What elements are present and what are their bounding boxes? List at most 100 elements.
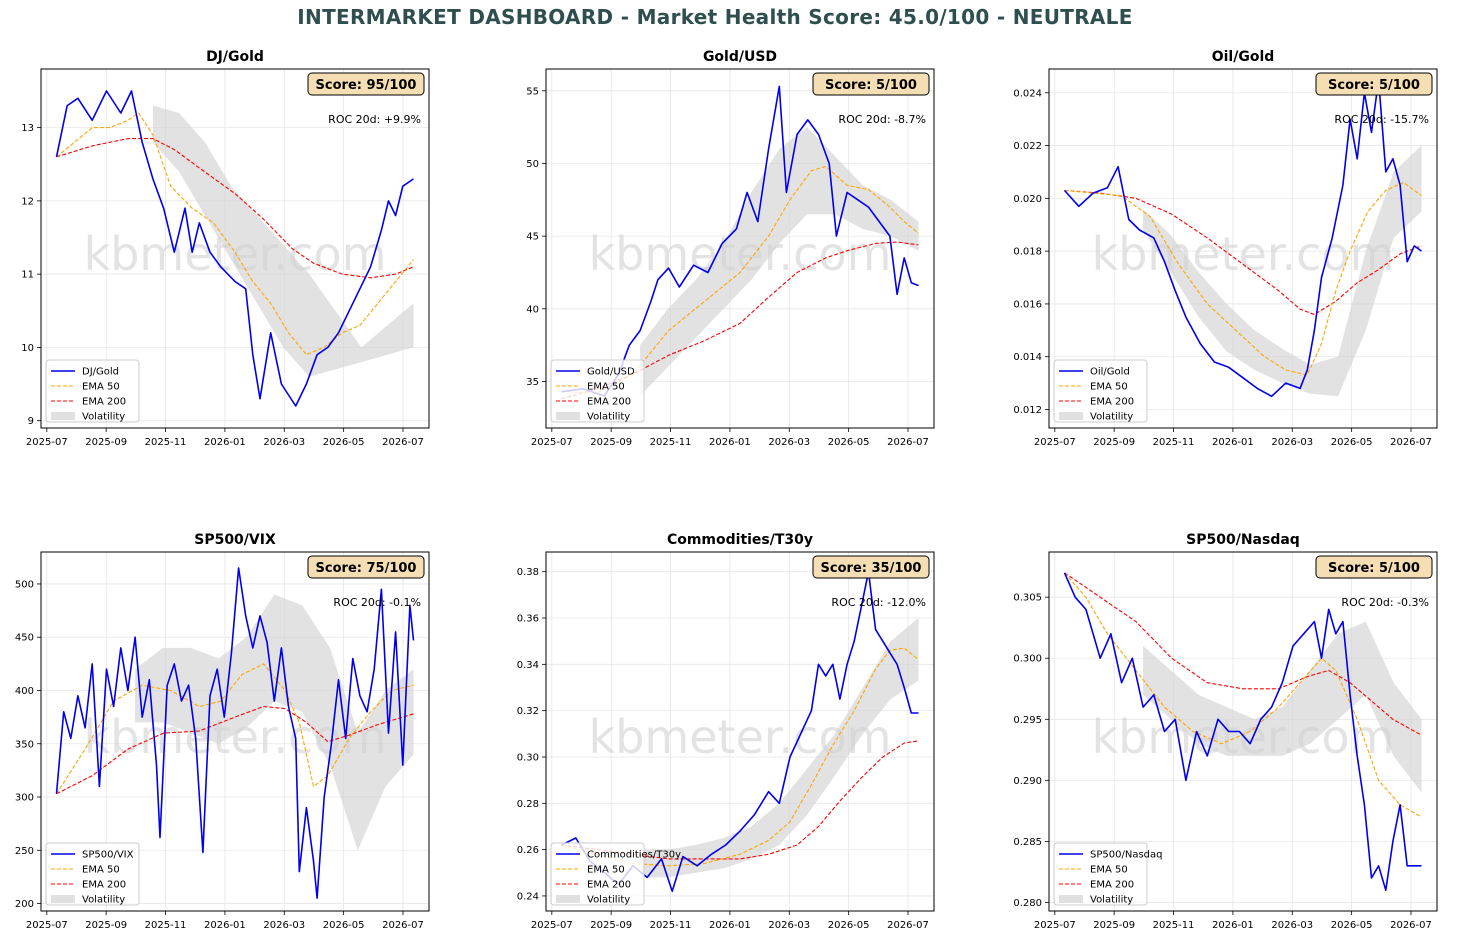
legend-label: Oil/Gold — [1090, 367, 1130, 378]
y-tick-label: 400 — [15, 686, 34, 697]
x-tick-label: 2026-05 — [323, 437, 365, 448]
x-tick-label: 2026-07 — [382, 920, 424, 931]
x-tick-label: 2026-03 — [1271, 437, 1313, 448]
y-tick-label: 0.28 — [517, 799, 539, 810]
chart-title: Gold/USD — [703, 49, 777, 65]
legend-label: EMA 200 — [587, 397, 631, 408]
legend-label: EMA 50 — [82, 865, 120, 876]
x-tick-label: 2026-03 — [263, 437, 305, 448]
y-tick-label: 0.020 — [1013, 194, 1042, 205]
y-tick-label: 200 — [15, 899, 34, 910]
chart-panel: SP500/VIX 200 250 300 350 400 450 500 2025-07 202… — [15, 532, 430, 931]
score-box — [1315, 72, 1433, 96]
y-tick-label: 45 — [526, 232, 539, 243]
series-line — [1063, 78, 1422, 398]
y-tick-label: 40 — [526, 304, 539, 315]
y-tick-label: 250 — [15, 846, 34, 857]
y-tick-label: 11 — [21, 270, 34, 281]
legend-label: EMA 200 — [82, 880, 126, 891]
x-tick-label: 2025-09 — [590, 437, 632, 448]
y-tick-label: 0.24 — [517, 891, 539, 902]
score-text: Score: 95/100 — [316, 78, 417, 93]
legend-swatch — [1059, 412, 1083, 420]
y-tick-label: 0.38 — [517, 567, 539, 578]
legend-label: EMA 50 — [587, 865, 625, 876]
x-tick-label: 2025-07 — [1034, 920, 1076, 931]
legend-label: DJ/Gold — [82, 367, 119, 378]
watermark-text: kbmeter.com — [1092, 227, 1395, 281]
legend-label: Gold/USD — [587, 367, 635, 378]
x-tick-label: 2026-07 — [887, 920, 929, 931]
y-tick-label: 0.014 — [1013, 352, 1042, 363]
x-tick-label: 2025-11 — [145, 920, 187, 931]
score-box — [812, 555, 930, 579]
y-tick-label: 0.295 — [1013, 715, 1042, 726]
legend-label: EMA 50 — [587, 382, 625, 393]
roc-text: ROC 20d: -0.3% — [1341, 596, 1429, 609]
legend-label: SP500/VIX — [82, 850, 134, 861]
x-tick-label: 2025-07 — [531, 437, 573, 448]
y-tick-label: 35 — [526, 377, 539, 388]
x-tick-label: 2026-03 — [263, 920, 305, 931]
y-tick-label: 0.32 — [517, 706, 539, 717]
x-tick-label: 2025-09 — [85, 437, 127, 448]
y-tick-label: 0.30 — [517, 752, 539, 763]
y-tick-label: 9 — [28, 416, 34, 427]
y-tick-label: 12 — [21, 196, 34, 207]
x-tick-label: 2026-01 — [709, 437, 751, 448]
plot-frame — [1048, 551, 1438, 912]
legend-swatch — [556, 895, 580, 903]
plot-frame — [40, 68, 430, 429]
legend-label: EMA 50 — [82, 382, 120, 393]
y-tick-label: 0.280 — [1013, 898, 1042, 909]
series-line — [561, 85, 919, 397]
legend-swatch — [1059, 895, 1083, 903]
chart-panel: Commodities/T30y 0.24 0.26 0.28 0.30 0.32 0.34… — [517, 532, 935, 931]
x-tick-label: 2026-05 — [828, 437, 870, 448]
x-tick-label: 2026-01 — [204, 920, 246, 931]
roc-text: ROC 20d: -15.7% — [1334, 113, 1429, 126]
x-tick-label: 2026-07 — [1390, 437, 1432, 448]
plot-frame — [545, 68, 935, 429]
score-text: Score: 5/100 — [1328, 561, 1420, 576]
score-text: Score: 75/100 — [316, 561, 417, 576]
y-tick-label: 0.290 — [1013, 776, 1042, 787]
legend-box — [1053, 359, 1148, 423]
y-tick-label: 13 — [21, 123, 34, 134]
volatility-band — [135, 594, 414, 851]
series-line — [55, 567, 415, 900]
x-tick-label: 2026-03 — [1271, 920, 1313, 931]
volatility-band — [640, 618, 919, 878]
dashboard-title: INTERMARKET DASHBOARD - Market Health Sc… — [297, 5, 1133, 29]
x-tick-label: 2026-05 — [828, 920, 870, 931]
chart-title: Commodities/T30y — [667, 532, 813, 548]
ema200-line — [56, 705, 414, 795]
score-text: Score: 35/100 — [821, 561, 922, 576]
legend-label: Volatility — [82, 412, 125, 423]
y-tick-label: 0.26 — [517, 845, 539, 856]
legend-box — [550, 359, 645, 423]
chart-title: Oil/Gold — [1212, 49, 1275, 65]
y-tick-label: 300 — [15, 793, 34, 804]
x-tick-label: 2026-05 — [1331, 437, 1373, 448]
legend-box — [45, 359, 140, 423]
x-tick-label: 2025-09 — [85, 920, 127, 931]
chart-panel: Gold/USD 35 40 45 50 55 2025-07 2025-09 2025-11 2… — [526, 49, 935, 448]
legend-label: EMA 200 — [1090, 880, 1134, 891]
x-tick-label: 2026-01 — [204, 437, 246, 448]
chart-panel: DJ/Gold 9 10 11 12 13 2025-07 2025-09 2025-11 202… — [21, 49, 430, 448]
y-tick-label: 350 — [15, 739, 34, 750]
chart-title: DJ/Gold — [206, 49, 264, 65]
legend-label: SP500/Nasdaq — [1090, 850, 1162, 861]
x-tick-label: 2025-07 — [26, 437, 68, 448]
x-tick-label: 2026-05 — [1331, 920, 1373, 931]
legend-box — [1053, 842, 1148, 906]
legend-label: EMA 200 — [587, 880, 631, 891]
volatility-band — [1143, 145, 1422, 397]
legend-label: EMA 200 — [1090, 397, 1134, 408]
score-box — [307, 72, 425, 96]
legend-label: EMA 50 — [1090, 865, 1128, 876]
legend-label: Volatility — [1090, 895, 1133, 906]
legend-label: EMA 50 — [1090, 382, 1128, 393]
score-box — [812, 72, 930, 96]
